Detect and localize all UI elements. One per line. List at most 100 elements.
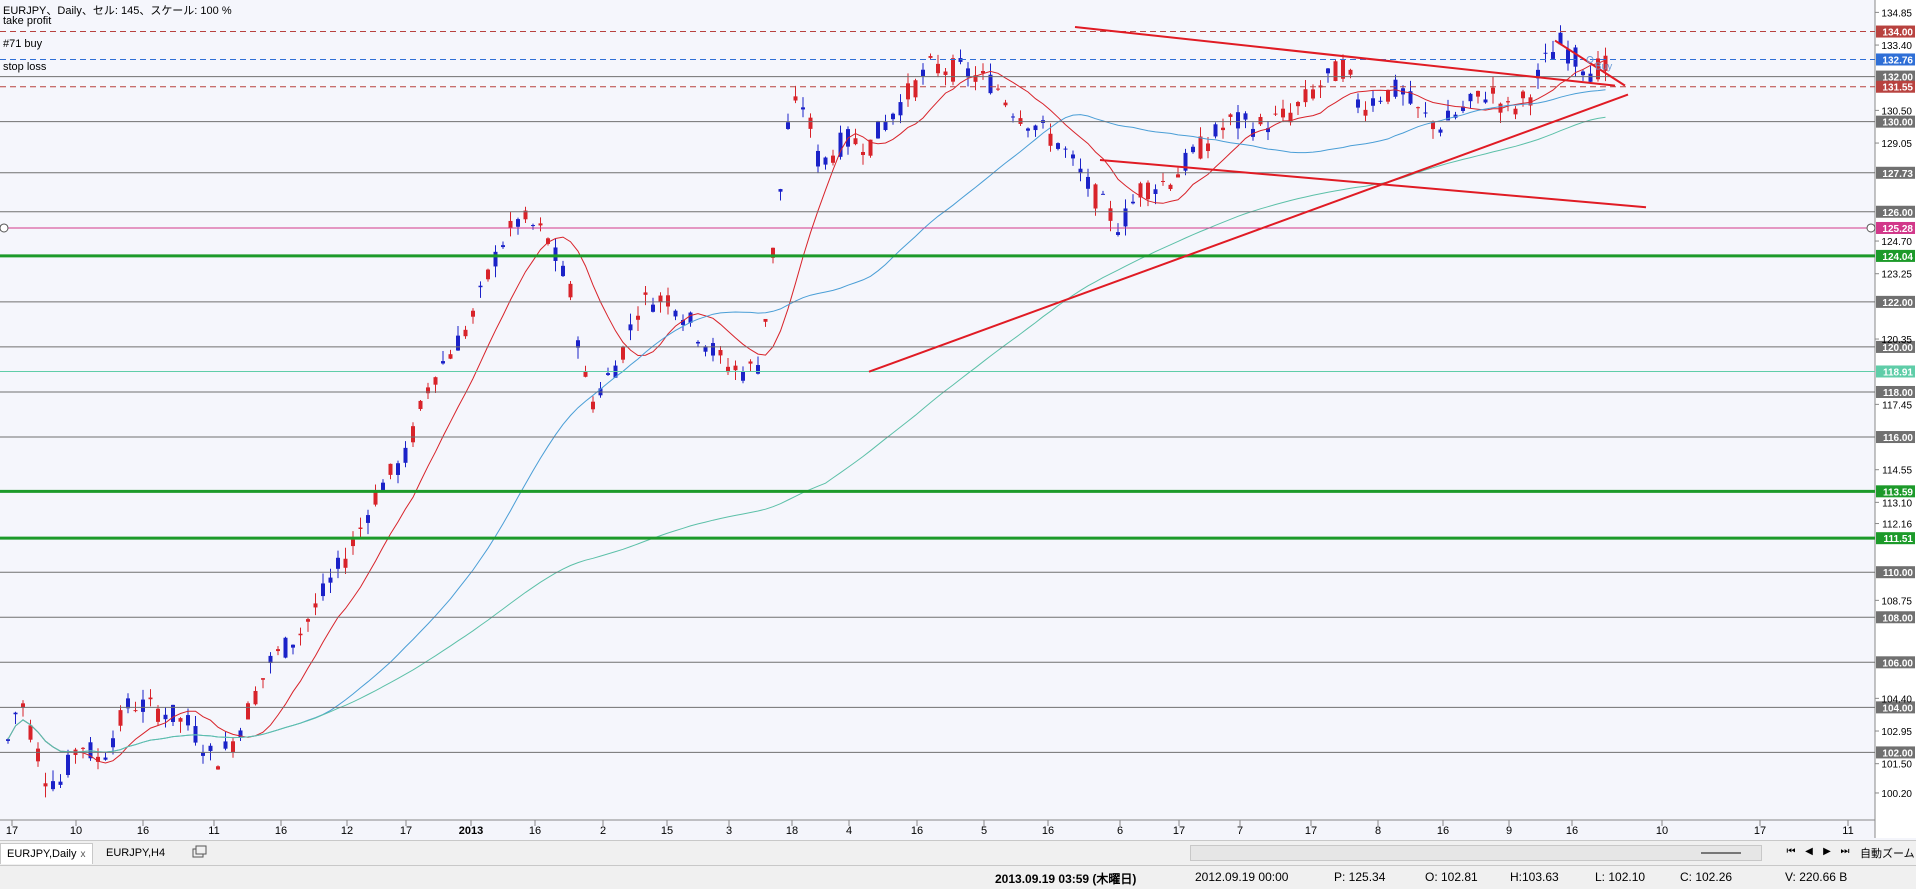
candle-body (808, 117, 813, 129)
scroll-last-icon[interactable]: ⏭ (1840, 846, 1850, 857)
candle-body (441, 361, 445, 364)
candle-body (1558, 32, 1563, 45)
time-tick-label: 16 (275, 825, 287, 837)
candle-body (1063, 148, 1068, 150)
scrollbar-thumb[interactable] (1701, 852, 1741, 854)
price-level-badge-label: 118.91 (1883, 367, 1913, 378)
candle-body (1123, 208, 1128, 227)
candle-body (156, 708, 160, 722)
candle-body (1491, 87, 1495, 94)
candle-body (366, 515, 370, 523)
candle-body (1183, 152, 1188, 171)
price-level-badge-label: 108.00 (1882, 613, 1913, 624)
candle-body (1281, 108, 1285, 118)
candle-body (868, 139, 873, 156)
candle-body (673, 310, 678, 317)
candle-body (681, 319, 685, 325)
candle-body (328, 577, 333, 583)
candle-body (1506, 101, 1510, 103)
candle-body (861, 151, 865, 155)
candle-body (1371, 98, 1375, 106)
tab-eurjpy-h4[interactable]: EURJPY,H4 (100, 843, 172, 863)
candle-body (336, 557, 340, 569)
ma-fast-line (7, 59, 1606, 764)
candle-body (1153, 189, 1158, 194)
time-tick-label: 12 (341, 825, 353, 837)
candle-body (568, 283, 573, 298)
candle-body (343, 558, 348, 568)
candle-body (178, 718, 183, 722)
price-tick-label: 113.10 (1882, 498, 1912, 509)
candle-body (111, 738, 115, 748)
candle-body (1468, 93, 1473, 102)
candle-body (313, 603, 318, 608)
scroll-first-icon[interactable]: ⏮ (1786, 846, 1796, 857)
tab-label: EURJPY,H4 (106, 847, 166, 859)
candle-body (651, 304, 655, 312)
candle-body (306, 619, 310, 622)
order-marker-label: Buy (1595, 61, 1612, 72)
candle-body (1026, 128, 1030, 131)
candle-body (43, 783, 48, 787)
price-level-badge (1876, 365, 1915, 378)
candle-body (1573, 47, 1578, 67)
candle-body (1513, 108, 1518, 115)
candle-body (411, 426, 415, 443)
scroll-forward-icon[interactable]: ▶ (1823, 846, 1831, 857)
scroll-back-icon[interactable]: ◀ (1805, 846, 1813, 857)
candle-body (1528, 97, 1533, 106)
candle-body (1446, 110, 1450, 121)
candle-body (718, 349, 723, 356)
auto-zoom-label[interactable]: 自動ズーム (1860, 848, 1915, 860)
candle-body (478, 285, 483, 288)
candle-body (748, 361, 753, 364)
candle-body (1033, 125, 1038, 131)
time-tick-label: 17 (400, 825, 412, 837)
candle-body (996, 88, 1000, 90)
candle-body (838, 132, 843, 157)
time-tick-label: 16 (1042, 825, 1054, 837)
close-icon[interactable]: x (80, 849, 86, 860)
candle-body (801, 107, 805, 110)
status-bar-time: 2012.09.19 00:00 (1195, 870, 1289, 884)
tab-eurjpy-daily[interactable]: EURJPY,Daily x (0, 843, 93, 864)
horizontal-scrollbar[interactable] (1190, 845, 1762, 861)
trendline (1074, 26, 1616, 87)
candle-body (1416, 107, 1420, 109)
candle-body (591, 401, 595, 410)
candle-body (576, 340, 580, 348)
candle-body (1408, 91, 1413, 104)
candle-body (126, 698, 130, 709)
candle-body (1536, 69, 1540, 79)
candle-body (66, 754, 70, 776)
price-tick-label: 100.20 (1881, 789, 1912, 800)
chart-area[interactable]: 17 10 16 11 16 12 17 2013 16 2 15 3 18 4 16 5 16 6 17 7 17 8 1… (0, 0, 1916, 838)
status-volume: V: 220.66 B (1785, 870, 1848, 884)
price-level-badge-label: 106.00 (1882, 658, 1913, 669)
candle-body (561, 265, 565, 277)
candle-body (493, 251, 498, 267)
candle-body (538, 223, 543, 226)
candle-body (958, 58, 963, 62)
price-level-badge (1876, 532, 1915, 545)
candle-body (1108, 208, 1113, 221)
price-level-badge-label: 124.04 (1882, 252, 1913, 263)
candle-body (58, 781, 63, 785)
price-level-badge (1876, 431, 1915, 444)
candle-body (276, 649, 280, 652)
new-window-icon[interactable] (190, 843, 208, 863)
price-chart[interactable]: 17 10 16 11 16 12 17 2013 16 2 15 3 18 4 16 5 16 6 17 7 17 8 1… (0, 0, 1916, 838)
price-level-badge (1876, 746, 1915, 759)
candle-body (703, 346, 708, 352)
candle-body (246, 703, 250, 720)
price-level-badge-label: 111.51 (1884, 534, 1914, 545)
price-tick-label: 117.45 (1882, 400, 1912, 411)
candle-body (981, 70, 985, 74)
candle-body (501, 245, 505, 248)
candle-body (1431, 121, 1435, 130)
candle-body (786, 122, 790, 129)
time-tick-label: 18 (786, 825, 798, 837)
candle-body (1168, 184, 1173, 190)
candle-body (403, 447, 408, 463)
candle-body (583, 371, 588, 377)
